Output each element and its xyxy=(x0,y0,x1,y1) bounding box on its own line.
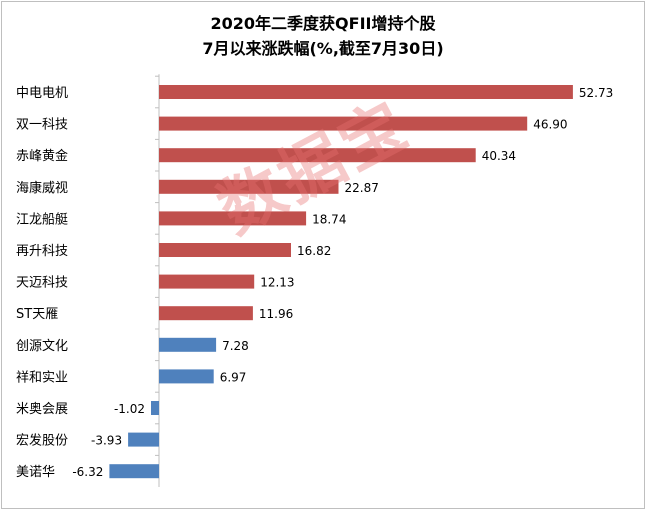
category-label-3: 赤峰黄金 xyxy=(16,148,68,164)
value-label-6: 16.82 xyxy=(297,244,331,258)
bar-10 xyxy=(159,369,214,384)
category-label-4: 海康威视 xyxy=(16,180,68,196)
category-label-2: 双一科技 xyxy=(16,118,68,133)
value-label-10: 6.97 xyxy=(220,370,247,384)
value-label-5: 18.74 xyxy=(312,212,346,226)
category-label-10: 祥和实业 xyxy=(16,370,68,385)
category-label-12: 宏发股份 xyxy=(16,433,68,449)
bar-1 xyxy=(159,85,573,99)
bar-3 xyxy=(159,148,476,163)
category-label-5: 江龙船艇 xyxy=(16,212,68,227)
chart-subtitle: 7月以来涨跌幅(%,截至7月30日) xyxy=(202,39,444,58)
category-label-6: 再升科技 xyxy=(16,244,68,259)
chart-title: 2020年二季度获QFII增持个股 xyxy=(210,14,436,33)
bar-7 xyxy=(159,274,255,289)
bar-6 xyxy=(159,243,291,257)
value-label-11: -1.02 xyxy=(114,402,145,416)
value-label-13: -6.32 xyxy=(72,465,103,479)
bar-11 xyxy=(151,401,159,415)
value-label-2: 46.90 xyxy=(533,118,567,132)
value-label-1: 52.73 xyxy=(579,86,613,100)
value-label-7: 12.13 xyxy=(260,276,294,290)
category-label-11: 米奥会展 xyxy=(16,402,68,417)
bar-13 xyxy=(109,464,159,479)
bar-4 xyxy=(159,179,339,194)
bar-8 xyxy=(159,306,253,321)
value-label-3: 40.34 xyxy=(482,149,516,163)
category-label-13: 美诺华 xyxy=(16,465,55,480)
bar-2 xyxy=(159,116,528,131)
bar-5 xyxy=(159,211,307,226)
value-label-9: 7.28 xyxy=(222,339,249,353)
category-label-7: 天迈科技 xyxy=(16,276,68,291)
category-label-1: 中电电机 xyxy=(16,86,68,101)
value-label-4: 22.87 xyxy=(345,181,379,195)
value-label-8: 11.96 xyxy=(259,307,293,321)
category-label-8: ST天雁 xyxy=(16,307,58,322)
value-label-12: -3.93 xyxy=(91,434,122,448)
bar-12 xyxy=(128,432,159,447)
category-label-9: 创源文化 xyxy=(16,339,68,354)
bar-9 xyxy=(159,337,217,352)
